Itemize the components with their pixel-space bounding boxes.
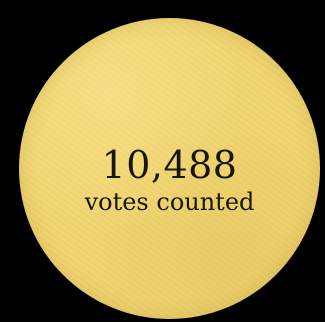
vote-count-badge: 10,488 votes counted <box>19 18 320 319</box>
badge-text-group: 10,488 votes counted <box>19 144 320 217</box>
vote-count-caption: votes counted <box>84 188 255 216</box>
vote-count: 10,488 <box>101 143 238 187</box>
